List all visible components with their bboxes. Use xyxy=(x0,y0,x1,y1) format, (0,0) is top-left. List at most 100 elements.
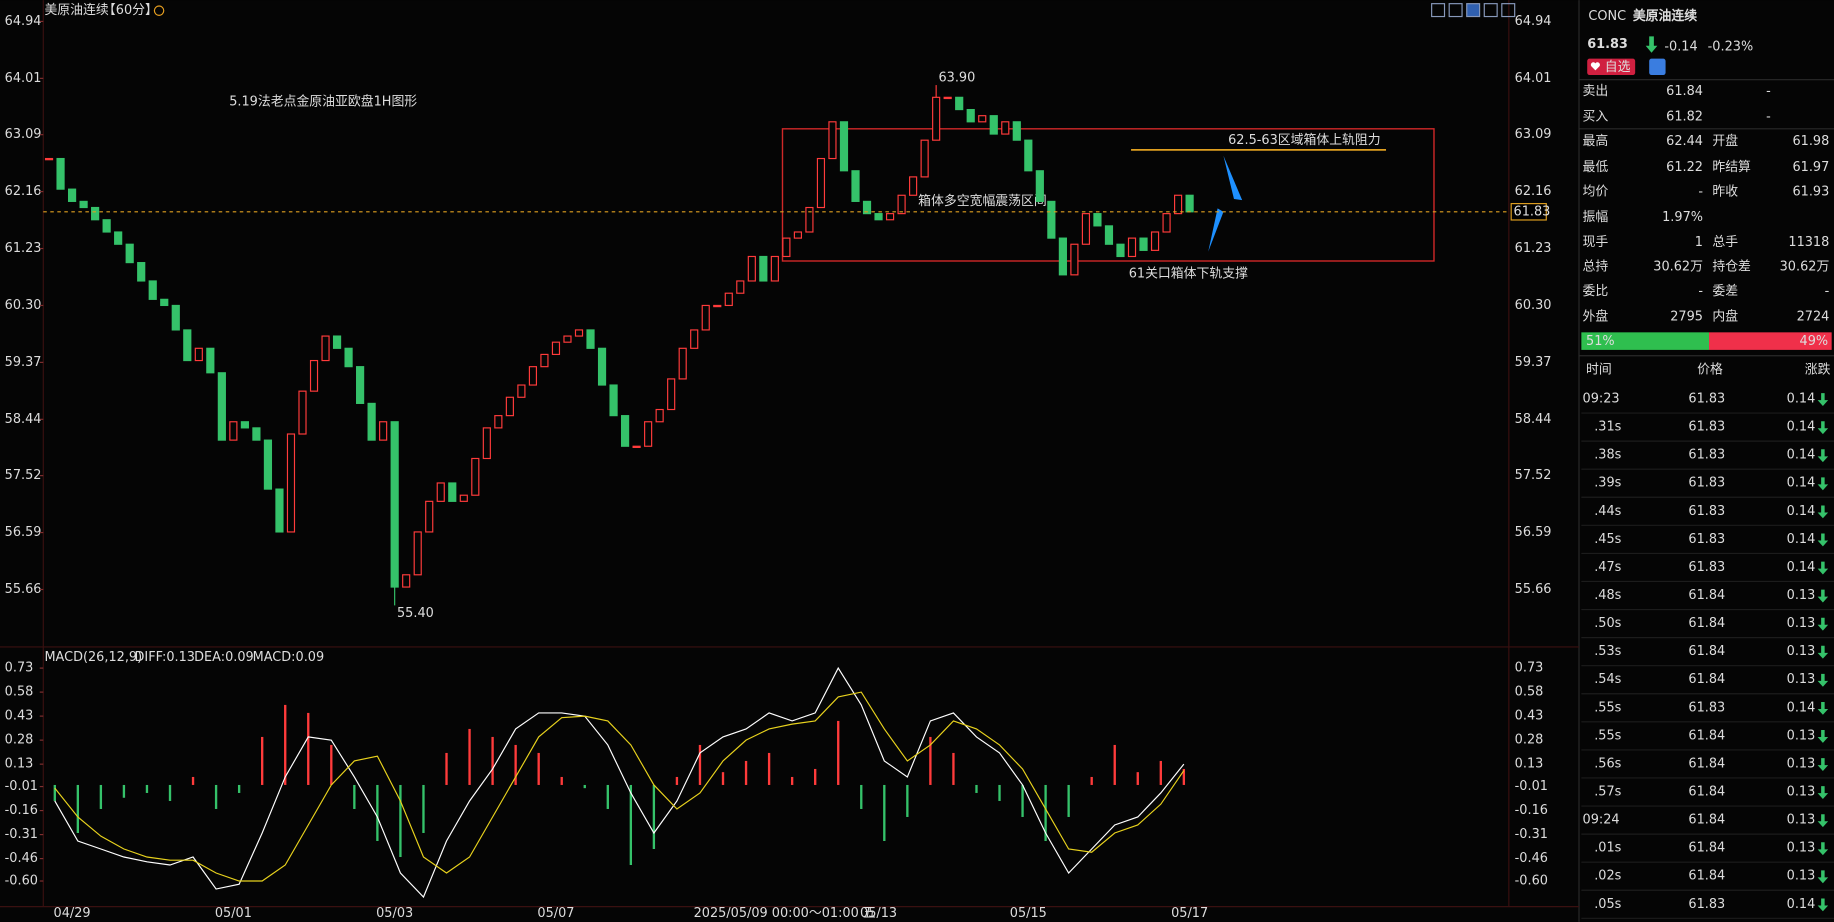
tick-arrow xyxy=(1817,758,1829,771)
watch-button[interactable]: 自选 xyxy=(1587,58,1636,76)
quote-price: 61.83 xyxy=(1587,37,1628,52)
tool-button[interactable] xyxy=(1431,3,1446,18)
candle xyxy=(160,298,169,307)
tick-time: .56s xyxy=(1594,756,1621,771)
tick-arrow xyxy=(1817,393,1829,407)
candle xyxy=(1185,194,1194,213)
tick-arrow xyxy=(1817,505,1829,519)
candle xyxy=(540,353,549,368)
ticks-header: 价格 xyxy=(1697,361,1723,377)
y-tick-label: 0.58 xyxy=(5,685,34,700)
macd-bar xyxy=(767,752,771,785)
tick-change: 0.14 xyxy=(1787,560,1816,575)
tick-time: .48s xyxy=(1594,588,1621,603)
ratio-label: 49% xyxy=(1800,334,1829,349)
x-tick-label: 05/01 xyxy=(215,906,252,921)
candle xyxy=(644,421,653,447)
candle xyxy=(356,366,365,404)
macd-bar xyxy=(1067,784,1070,817)
quote-value: 2795 xyxy=(1670,310,1703,325)
y-tick-label-right: -0.31 xyxy=(1515,827,1548,842)
tick-time: .55s xyxy=(1594,728,1621,743)
candle xyxy=(494,415,503,429)
tick-arrow xyxy=(1817,477,1829,491)
candle xyxy=(920,139,929,178)
legend-macd: MACD:0.09 xyxy=(253,650,325,665)
quote-label: 委差 xyxy=(1712,284,1738,299)
quote-label: 外盘 xyxy=(1583,309,1609,325)
quote-name: 美原油连续 xyxy=(1633,8,1697,24)
tick-price: 61.83 xyxy=(1688,700,1725,715)
y-tick-label: -0.46 xyxy=(5,851,38,866)
candle xyxy=(782,237,791,258)
candle xyxy=(874,213,883,221)
quote-value: 30.62万 xyxy=(1653,259,1703,274)
y-tick-label: 60.30 xyxy=(5,298,42,313)
candle xyxy=(1012,121,1021,141)
candle xyxy=(551,341,561,356)
watch-label[interactable]: 自选 xyxy=(1605,60,1631,75)
tick-change: 0.14 xyxy=(1787,504,1816,519)
macd-bar xyxy=(422,784,425,833)
macd-bar xyxy=(307,712,310,785)
candle xyxy=(1024,139,1033,172)
candle xyxy=(471,457,480,496)
tick-change: 0.13 xyxy=(1787,672,1816,687)
tick-change: 0.13 xyxy=(1787,869,1816,884)
alert-button[interactable] xyxy=(1649,58,1666,76)
macd-bar xyxy=(1113,744,1116,785)
macd-bar xyxy=(929,736,932,785)
y-tick-label-right: 55.66 xyxy=(1515,582,1552,597)
tick-change: 0.14 xyxy=(1787,420,1816,435)
symbol: 美原油连续 xyxy=(44,2,108,18)
candle xyxy=(574,329,584,337)
y-tick-label: 55.66 xyxy=(5,582,42,597)
macd-bar xyxy=(721,772,725,785)
tick-price: 61.83 xyxy=(1688,532,1725,547)
ticks-header: 涨跌 xyxy=(1805,361,1831,377)
y-tick-label-right: 0.73 xyxy=(1515,661,1544,676)
candle xyxy=(793,231,802,239)
macd-bar xyxy=(998,784,1001,801)
macd-bar xyxy=(330,744,333,785)
watch-bg[interactable] xyxy=(1587,58,1636,76)
quote-value: 2724 xyxy=(1797,310,1830,325)
candle xyxy=(137,262,146,282)
tool-button[interactable] xyxy=(1483,3,1498,18)
tool-button[interactable] xyxy=(1448,3,1463,18)
quote-code: CONC xyxy=(1588,9,1626,24)
candle xyxy=(402,574,411,588)
tick-arrow xyxy=(1817,421,1829,435)
tool-button[interactable] xyxy=(1466,3,1481,18)
quote-value: 61.97 xyxy=(1792,160,1829,175)
macd-bar xyxy=(560,776,563,785)
tick-change: 0.13 xyxy=(1787,841,1816,856)
candle xyxy=(114,231,123,245)
candle xyxy=(309,359,319,392)
candle xyxy=(1058,237,1067,276)
period-icon[interactable] xyxy=(153,5,165,16)
candle xyxy=(1139,237,1148,251)
candle xyxy=(978,115,987,123)
candle xyxy=(747,255,756,282)
tool-button[interactable] xyxy=(1501,3,1516,18)
candle xyxy=(298,390,307,435)
quote-change: -0.14 xyxy=(1664,39,1697,54)
period: 【60分】 xyxy=(103,3,158,18)
candle xyxy=(275,488,284,533)
candle xyxy=(655,408,664,423)
candle xyxy=(678,347,687,380)
box-annotation: 箱体多空宽幅震荡区间 xyxy=(918,193,1047,209)
macd-bar xyxy=(814,768,817,785)
candle xyxy=(1001,121,1010,135)
toolbar xyxy=(1431,3,1516,18)
tick-price: 61.84 xyxy=(1688,813,1725,828)
quote-change-pct: -0.23% xyxy=(1708,39,1754,54)
x-tick-label: 05/13 xyxy=(860,906,897,921)
candle xyxy=(183,329,192,362)
quote-value: 61.22 xyxy=(1666,160,1703,175)
quote-label: 总持 xyxy=(1583,259,1609,274)
tick-arrow xyxy=(1817,589,1829,603)
candle xyxy=(1150,231,1160,251)
y-tick-label-right: 62.16 xyxy=(1515,184,1552,199)
